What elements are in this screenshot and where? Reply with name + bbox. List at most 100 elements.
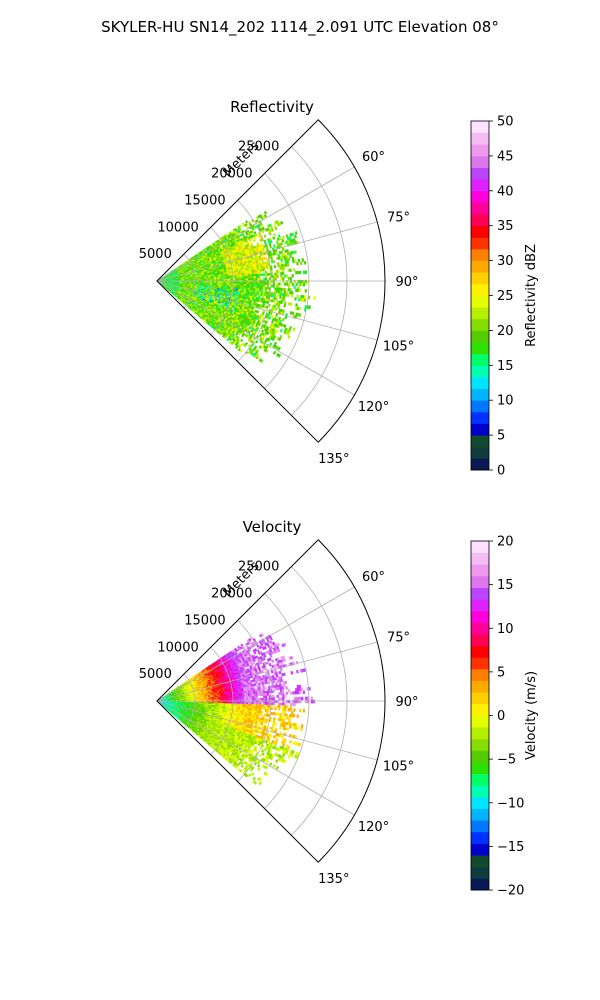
echo-cell — [278, 285, 281, 289]
echo-cell — [221, 281, 224, 284]
range-tick-label: 5000 — [139, 247, 172, 262]
colorbar-swatch — [471, 248, 489, 261]
echo-cell — [263, 210, 268, 215]
echo-cell — [258, 333, 263, 338]
colorbar-label: Reflectivity dBZ — [524, 244, 539, 347]
echo-cell — [280, 300, 283, 305]
echo-cell — [272, 277, 275, 281]
echo-cell — [234, 275, 237, 278]
echo-cell — [301, 258, 305, 262]
echo-cell — [284, 315, 288, 320]
echo-cell — [287, 282, 291, 286]
echo-cell — [272, 284, 275, 288]
colorbar-tick-label: 20 — [497, 324, 514, 339]
echo-cell — [227, 281, 230, 284]
reflectivity-panel: Reflectivity500010000150002000025000Mete… — [139, 98, 539, 479]
echo-cell — [297, 258, 301, 263]
echo-cell — [240, 282, 243, 285]
echo-cell — [286, 260, 289, 264]
range-tick-label: 15000 — [184, 193, 225, 208]
echo-cell — [221, 278, 224, 281]
echo-cell — [210, 281, 213, 284]
echo-cell — [289, 277, 293, 281]
echo-cell — [234, 285, 237, 288]
echo-cell — [227, 277, 230, 280]
echo-cell — [204, 279, 207, 281]
echo-cell — [299, 282, 302, 287]
colorbar-swatch — [471, 307, 489, 320]
echo-cell — [228, 275, 232, 278]
echo-cell — [251, 274, 254, 277]
echo-cell — [215, 279, 218, 281]
echo-cell — [289, 254, 292, 258]
echo-cell — [303, 279, 306, 284]
echo-cell — [251, 278, 255, 281]
echo-cell — [275, 251, 278, 256]
echo-cell — [236, 278, 239, 281]
echo-cell — [251, 282, 255, 285]
echo-cell — [259, 271, 262, 274]
echo-cell — [281, 317, 285, 322]
echo-cell — [295, 271, 298, 275]
echo-cell — [242, 274, 245, 277]
colorbar-tick-label: 5 — [497, 429, 505, 444]
echo-cell — [280, 277, 283, 281]
echo-cell — [219, 277, 222, 280]
echo-cell — [265, 277, 268, 281]
echo-cell — [261, 229, 265, 234]
echo-cell — [273, 233, 277, 237]
echo-cell — [275, 297, 278, 301]
echo-cell — [255, 273, 258, 277]
echo-cell — [293, 279, 296, 284]
colorbar-swatch — [471, 400, 489, 413]
echo-cell — [271, 659, 275, 663]
echo-cell — [285, 255, 289, 259]
echo-cell — [304, 295, 307, 299]
echo-cell — [280, 220, 284, 225]
echo-cell — [305, 279, 308, 284]
echo-cell — [226, 274, 230, 277]
echo-cell — [240, 276, 243, 279]
echo-cell — [303, 282, 306, 287]
echo-cell — [296, 294, 299, 299]
echo-cell — [244, 278, 247, 281]
colorbar-tick-label: 0 — [497, 464, 505, 479]
echo-cell — [281, 247, 285, 251]
echo-cell — [289, 268, 292, 272]
echo-cell — [234, 278, 237, 281]
echo-cell — [282, 298, 286, 302]
echo-cell — [268, 232, 272, 236]
colorbar-swatch — [471, 132, 489, 145]
echo-cell — [238, 224, 242, 228]
echo-cell — [276, 282, 279, 286]
echo-cell — [277, 305, 280, 309]
echo-cell — [261, 282, 264, 285]
echo-cell — [238, 278, 241, 281]
echo-cell — [247, 274, 251, 277]
echo-cell — [244, 276, 247, 279]
echo-cell — [247, 282, 251, 285]
echo-cell — [217, 279, 220, 281]
colorbar-swatch — [471, 121, 489, 134]
echo-cell — [264, 286, 268, 290]
echo-cell — [263, 284, 266, 288]
echo-cell — [223, 278, 226, 281]
echo-cell — [238, 275, 241, 278]
echo-cell — [234, 281, 237, 284]
echo-cell — [242, 278, 245, 281]
echo-cell — [236, 273, 239, 276]
echo-cell — [313, 296, 316, 301]
echo-cell — [242, 282, 245, 285]
echo-cell — [234, 276, 237, 279]
echo-cell — [240, 338, 244, 343]
echo-cell — [229, 281, 232, 284]
echo-cell — [272, 299, 276, 303]
echo-cell — [236, 276, 239, 279]
echo-cell — [294, 250, 297, 254]
echo-cell — [265, 275, 268, 279]
echo-cell — [239, 271, 243, 274]
colorbar-swatch — [471, 295, 489, 308]
echo-cell — [263, 277, 266, 281]
echo-cell — [277, 269, 281, 273]
